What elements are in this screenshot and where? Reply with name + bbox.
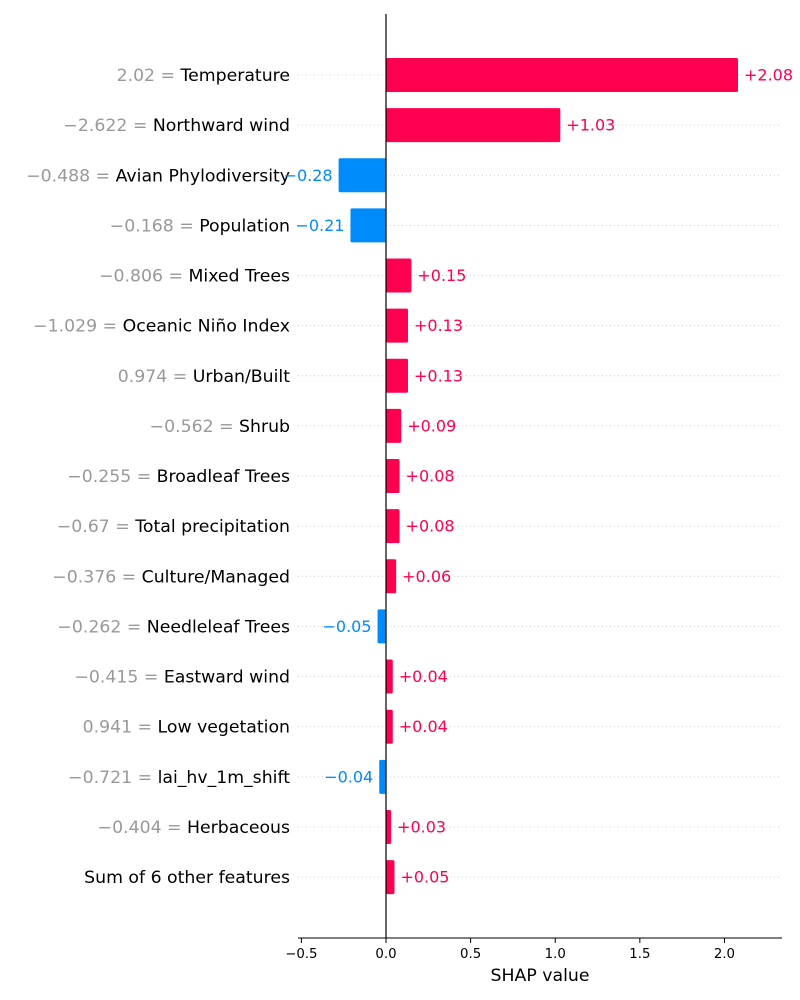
bar (386, 809, 392, 844)
feature-value: −1.029 = (33, 317, 122, 337)
bar (379, 759, 386, 794)
feature-value: −0.806 = (99, 267, 188, 287)
x-tick-label: 1.5 (629, 947, 650, 962)
feature-name: Shrub (239, 417, 290, 437)
bar-value-label: +0.13 (414, 366, 463, 385)
bar-value-label: −0.28 (284, 166, 333, 185)
bar-value-label: +0.08 (406, 467, 455, 486)
feature-label: −0.488 = Avian Phylodiversity (26, 166, 290, 186)
feature-name: Avian Phylodiversity (116, 166, 290, 186)
feature-name: Total precipitation (134, 517, 290, 537)
bar-value-label: +0.04 (399, 717, 448, 736)
feature-name: Broadleaf Trees (157, 467, 290, 487)
bar (386, 408, 402, 443)
bar (377, 609, 386, 644)
feature-value: −0.376 = (52, 567, 141, 587)
bar (386, 258, 412, 293)
feature-name: Population (199, 216, 290, 236)
bar-value-label: +0.06 (402, 567, 451, 586)
x-axis-title: SHAP value (491, 966, 590, 986)
feature-name: Oceanic Niño Index (123, 317, 290, 337)
feature-label: −0.67 = Total precipitation (57, 517, 290, 537)
bar-value-label: −0.04 (324, 767, 373, 786)
feature-value: 0.941 = (83, 718, 158, 738)
feature-value: −2.622 = (63, 116, 152, 136)
feature-name: Temperature (180, 66, 290, 86)
x-tick-label: 2.0 (714, 947, 735, 962)
bar-value-label: +0.15 (417, 266, 466, 285)
feature-name: lai_hv_1m_shift (158, 768, 291, 788)
feature-value: 0.974 = (118, 367, 193, 387)
x-axis: −0.5 0.0 0.5 1.0 1.5 2.0 (285, 937, 782, 962)
bar-value-label: −0.05 (323, 617, 372, 636)
bar (386, 58, 738, 92)
feature-label: −0.562 = Shrub (150, 417, 290, 437)
feature-name: Culture/Managed (142, 567, 290, 587)
x-tick-label: 0.5 (460, 947, 481, 962)
feature-label: 0.974 = Urban/Built (118, 367, 290, 387)
bar-value-label: +0.08 (406, 517, 455, 536)
bar (386, 509, 400, 544)
bar-value-label: +1.03 (566, 116, 615, 135)
bar-value-label: +0.09 (407, 416, 456, 435)
feature-label: −1.029 = Oceanic Niño Index (33, 317, 290, 337)
feature-value: −0.562 = (150, 417, 239, 437)
feature-label: Sum of 6 other features (84, 868, 290, 888)
feature-value: −0.67 = (57, 517, 135, 537)
feature-value: −0.415 = (74, 668, 163, 688)
feature-label: −0.415 = Eastward wind (74, 668, 290, 688)
feature-name: Mixed Trees (188, 267, 290, 287)
bar-value-label: +2.08 (744, 66, 793, 85)
bar (386, 709, 393, 744)
bar (386, 860, 395, 895)
bar-value-label: +0.03 (397, 817, 446, 836)
feature-value: −0.404 = (98, 818, 187, 838)
feature-labels: 2.02 = Temperature −2.622 = Northward win… (26, 66, 290, 888)
bar (386, 459, 400, 494)
bar (386, 358, 408, 393)
bar-value-label: −0.21 (295, 216, 344, 235)
feature-label: −0.255 = Broadleaf Trees (67, 467, 290, 487)
feature-value: −0.262 = (57, 617, 146, 637)
bar (386, 308, 408, 343)
x-tick-label: 1.0 (545, 947, 566, 962)
bar (386, 108, 561, 143)
feature-label: 0.941 = Low vegetation (83, 718, 290, 738)
feature-value: −0.255 = (67, 467, 156, 487)
feature-label: −0.721 = lai_hv_1m_shift (68, 768, 290, 788)
bar (338, 158, 386, 193)
grid-lines (298, 74, 782, 878)
bar (386, 559, 397, 594)
feature-label: −0.404 = Herbaceous (98, 818, 290, 838)
feature-value: 2.02 = (117, 66, 181, 86)
feature-value: −0.168 = (110, 216, 199, 236)
bar (350, 208, 386, 243)
feature-label: −0.376 = Culture/Managed (52, 567, 290, 587)
feature-name: Urban/Built (193, 367, 290, 387)
feature-name: Sum of 6 other features (84, 868, 290, 888)
feature-label: −2.622 = Northward wind (63, 116, 290, 136)
feature-name: Herbaceous (187, 818, 290, 838)
feature-label: −0.168 = Population (110, 216, 290, 236)
feature-name: Needleleaf Trees (147, 617, 290, 637)
bar (386, 659, 393, 694)
feature-name: Northward wind (153, 116, 290, 136)
feature-label: −0.806 = Mixed Trees (99, 267, 290, 287)
feature-value: −0.488 = (26, 166, 115, 186)
x-tick-label: −0.5 (285, 947, 317, 962)
feature-name: Eastward wind (164, 668, 290, 688)
bar-value-label: +0.05 (400, 868, 449, 887)
feature-name: Low vegetation (158, 718, 290, 738)
bar-value-label: +0.13 (414, 316, 463, 335)
bar-value-label: +0.04 (399, 667, 448, 686)
feature-value: −0.721 = (68, 768, 157, 788)
feature-label: −0.262 = Needleleaf Trees (57, 617, 290, 637)
bar-value-labels: +2.08 +1.03 −0.28 −0.21 +0.15 +0.13 +0.13 +0.09… (284, 66, 793, 887)
feature-label: 2.02 = Temperature (117, 66, 290, 86)
x-tick-label: 0.0 (375, 947, 396, 962)
bars (338, 58, 738, 895)
